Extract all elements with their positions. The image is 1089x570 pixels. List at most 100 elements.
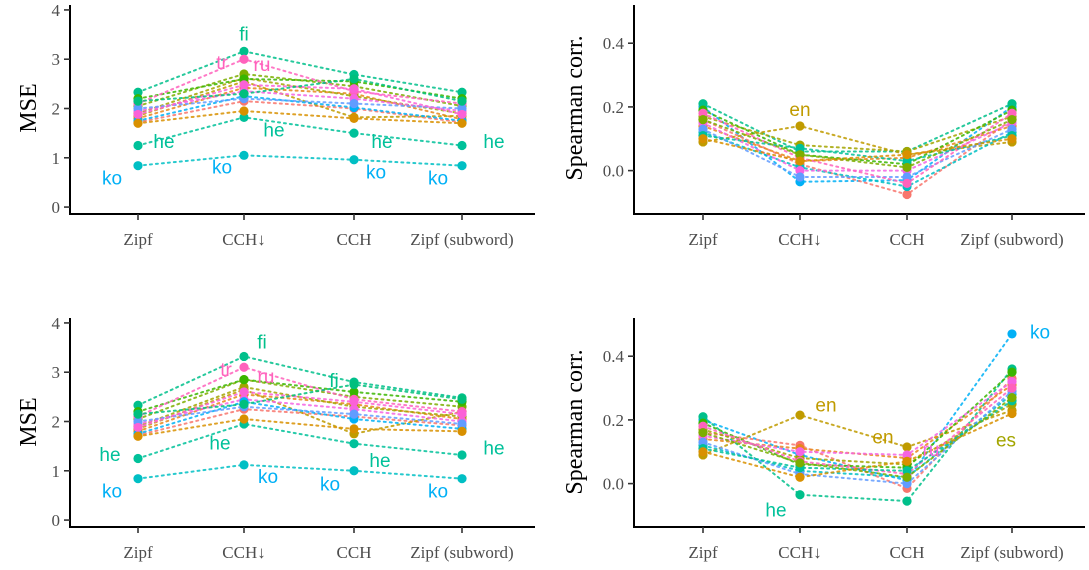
x-tick-label: CCH↓ bbox=[778, 543, 821, 562]
series-line bbox=[702, 115, 1013, 153]
series-line bbox=[702, 109, 1013, 166]
data-point bbox=[239, 414, 249, 424]
y-tick-label: 0.0 bbox=[603, 162, 624, 181]
y-tick-label: 2 bbox=[52, 100, 61, 119]
panel-bottom-right: en en ru he ko es 0.0 0.2 0.4 Zipf CCH↓ CCH Zipf (su… bbox=[562, 318, 1085, 562]
series-line bbox=[137, 72, 463, 108]
x-tick-label: Zipf bbox=[688, 543, 718, 562]
data-point bbox=[1007, 115, 1017, 125]
series-line bbox=[702, 409, 1013, 456]
point-label: ru bbox=[923, 440, 940, 461]
point-label: he bbox=[209, 434, 230, 455]
data-point bbox=[902, 162, 912, 173]
point-label: he bbox=[765, 501, 786, 522]
x-tick-label: Zipf bbox=[123, 230, 153, 249]
data-point bbox=[457, 426, 467, 436]
series-line bbox=[702, 105, 1013, 183]
series-line bbox=[137, 154, 463, 167]
x-tick-label: Zipf (subword) bbox=[960, 230, 1063, 249]
data-point bbox=[795, 447, 805, 457]
y-tick-label: 0.0 bbox=[603, 475, 624, 494]
series-line bbox=[137, 97, 463, 110]
point-label: tr bbox=[220, 360, 232, 381]
data-point bbox=[902, 172, 912, 182]
x-tick-label: Zipf bbox=[123, 543, 153, 562]
series-line bbox=[137, 378, 463, 413]
data-point bbox=[133, 140, 143, 151]
data-point bbox=[239, 54, 249, 64]
series-line bbox=[702, 412, 1013, 479]
data-point bbox=[133, 409, 143, 419]
x-tick-label: CCH bbox=[890, 543, 925, 562]
series-line bbox=[137, 366, 463, 418]
series-line bbox=[702, 112, 1013, 185]
x-tick-label: Zipf bbox=[688, 230, 718, 249]
data-point bbox=[457, 450, 467, 460]
data-point bbox=[698, 447, 708, 457]
y-tick-label: 4 bbox=[52, 1, 61, 20]
series-line bbox=[137, 398, 463, 425]
y-tick-label: 3 bbox=[52, 50, 61, 69]
data-point bbox=[1007, 383, 1017, 393]
series-line bbox=[137, 109, 463, 125]
y-axis-title: Spearman corr. bbox=[562, 35, 588, 180]
x-tick-label: Zipf (subword) bbox=[960, 543, 1063, 562]
y-tick-label: 4 bbox=[52, 314, 61, 333]
x-tick-label: CCH bbox=[337, 543, 372, 562]
series-line bbox=[137, 355, 463, 407]
data-point bbox=[795, 458, 805, 468]
series-line bbox=[137, 383, 463, 416]
data-point bbox=[698, 412, 708, 422]
series-line bbox=[137, 408, 463, 437]
data-point bbox=[133, 161, 143, 171]
data-point bbox=[795, 410, 805, 420]
data-point bbox=[239, 112, 249, 122]
data-point bbox=[1007, 108, 1017, 118]
data-point bbox=[349, 84, 359, 94]
series-line bbox=[137, 418, 463, 438]
series-line bbox=[702, 102, 1013, 153]
data-point bbox=[795, 150, 805, 160]
point-label: ko bbox=[428, 481, 448, 502]
x-tick-label: Zipf (subword) bbox=[410, 543, 513, 562]
series-line bbox=[137, 378, 463, 421]
data-point bbox=[457, 118, 467, 128]
x-tick-label: CCH bbox=[890, 230, 925, 249]
data-point bbox=[1007, 124, 1017, 134]
data-point bbox=[239, 46, 249, 56]
y-tick-label: 0.2 bbox=[603, 98, 624, 117]
data-point bbox=[698, 134, 708, 144]
point-label: en bbox=[872, 427, 893, 448]
series-line bbox=[137, 90, 463, 112]
data-point bbox=[133, 87, 143, 97]
data-point bbox=[349, 409, 359, 419]
data-point bbox=[457, 96, 467, 106]
data-point bbox=[795, 156, 805, 166]
series-line bbox=[702, 367, 1013, 503]
y-tick-label: 0.4 bbox=[603, 34, 625, 53]
point-label: ko bbox=[212, 158, 232, 179]
x-tick-label: CCH↓ bbox=[222, 230, 265, 249]
series-line bbox=[137, 58, 463, 105]
data-point bbox=[1007, 393, 1017, 403]
data-point bbox=[457, 419, 467, 429]
point-label: fi bbox=[329, 371, 339, 392]
series-line bbox=[702, 387, 1013, 476]
data-point bbox=[698, 115, 708, 125]
series-line bbox=[137, 77, 463, 103]
series-line bbox=[137, 116, 463, 147]
data-point bbox=[1007, 408, 1017, 419]
point-label: ko bbox=[102, 168, 122, 189]
data-point bbox=[698, 437, 708, 447]
data-point bbox=[457, 87, 467, 97]
point-label: ko bbox=[258, 467, 278, 488]
data-point bbox=[1007, 329, 1017, 339]
data-point bbox=[349, 387, 359, 397]
data-point bbox=[239, 399, 249, 409]
data-point bbox=[349, 466, 359, 476]
data-point bbox=[902, 479, 912, 489]
data-point bbox=[795, 472, 805, 482]
data-point bbox=[239, 362, 249, 372]
series-line bbox=[702, 371, 1013, 469]
point-label: tr bbox=[216, 53, 228, 74]
